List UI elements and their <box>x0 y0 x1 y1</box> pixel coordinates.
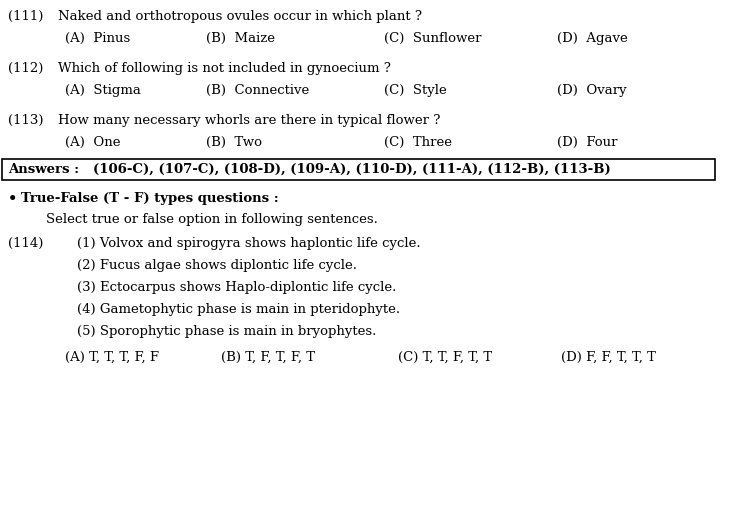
Text: (112): (112) <box>7 62 43 75</box>
Text: (3) Ectocarpus shows Haplo-diplontic life cycle.: (3) Ectocarpus shows Haplo-diplontic lif… <box>77 280 396 293</box>
Text: (C)  Three: (C) Three <box>384 136 452 148</box>
Text: How many necessary whorls are there in typical flower ?: How many necessary whorls are there in t… <box>58 114 440 127</box>
Text: (113): (113) <box>7 114 43 127</box>
Text: (A)  One: (A) One <box>65 136 121 148</box>
Text: (A)  Pinus: (A) Pinus <box>65 32 131 45</box>
Text: (D)  Agave: (D) Agave <box>557 32 627 45</box>
Text: (B) T, F, T, F, T: (B) T, F, T, F, T <box>221 350 314 363</box>
Text: Answers :   (106-C), (107-C), (108-D), (109-A), (110-D), (111-A), (112-B), (113-: Answers : (106-C), (107-C), (108-D), (10… <box>7 163 610 176</box>
Text: (4) Gametophytic phase is main in pteridophyte.: (4) Gametophytic phase is main in pterid… <box>77 302 400 316</box>
Text: (C) T, T, F, T, T: (C) T, T, F, T, T <box>398 350 492 363</box>
Text: (C)  Sunflower: (C) Sunflower <box>384 32 481 45</box>
Text: (111): (111) <box>7 10 43 23</box>
Text: (1) Volvox and spirogyra shows haplontic life cycle.: (1) Volvox and spirogyra shows haplontic… <box>77 236 421 249</box>
Text: True-False (T - F) types questions :: True-False (T - F) types questions : <box>21 191 279 205</box>
Text: (A)  Stigma: (A) Stigma <box>65 84 141 97</box>
Text: (B)  Maize: (B) Maize <box>206 32 276 45</box>
Text: (2) Fucus algae shows diplontic life cycle.: (2) Fucus algae shows diplontic life cyc… <box>77 259 357 272</box>
Text: (B)  Connective: (B) Connective <box>206 84 309 97</box>
Text: (D)  Ovary: (D) Ovary <box>557 84 626 97</box>
Text: (5) Sporophytic phase is main in bryophytes.: (5) Sporophytic phase is main in bryophy… <box>77 324 376 337</box>
Text: (D) F, F, T, T, T: (D) F, F, T, T, T <box>562 350 657 363</box>
Text: (D)  Four: (D) Four <box>557 136 617 148</box>
Text: Naked and orthotropous ovules occur in which plant ?: Naked and orthotropous ovules occur in w… <box>58 10 421 23</box>
Text: (C)  Style: (C) Style <box>384 84 447 97</box>
Text: (A) T, T, T, F, F: (A) T, T, T, F, F <box>65 350 159 363</box>
Text: Select true or false option in following sentences.: Select true or false option in following… <box>46 213 378 226</box>
Text: (B)  Two: (B) Two <box>206 136 262 148</box>
Text: (114): (114) <box>7 236 43 249</box>
Text: Which of following is not included in gynoecium ?: Which of following is not included in gy… <box>58 62 391 75</box>
Text: •: • <box>7 191 17 206</box>
FancyBboxPatch shape <box>2 160 715 181</box>
